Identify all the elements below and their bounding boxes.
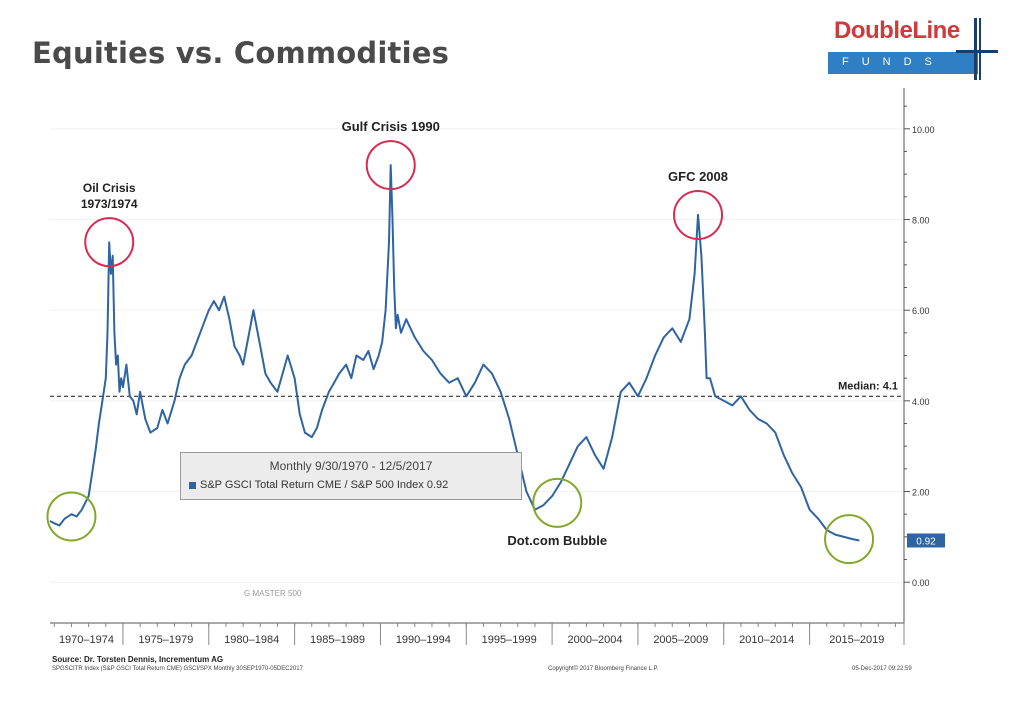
y-tick-label: 2.00 [912, 488, 930, 498]
x-tick-label: 1975–1979 [138, 634, 193, 646]
x-tick-label: 1990–1994 [396, 634, 451, 646]
median-label: Median: 4.1 [838, 380, 898, 392]
annotation-circle [673, 189, 724, 240]
logo-band [828, 52, 978, 74]
chart-legend: Monthly 9/30/1970 - 12/5/2017 S&P GSCI T… [180, 452, 522, 500]
footer-copyright: Copyright© 2017 Bloomberg Finance L.P. [548, 666, 659, 672]
footer-date: 05-Dec-2017 09:22:59 [852, 666, 912, 672]
last-value-label: 0.92 [916, 536, 936, 547]
x-tick-label: 2000–2004 [567, 634, 622, 646]
annotation-label: GFC 2008 [668, 169, 728, 184]
y-tick-label: 10.00 [912, 125, 935, 135]
annotation-circle [824, 514, 875, 565]
logo-bar-horizontal [956, 50, 998, 53]
logo-subtitle: FUNDS [842, 56, 945, 68]
legend-swatch [189, 481, 196, 489]
annotation-circle [46, 491, 97, 542]
logo-bar-vertical [974, 18, 977, 80]
y-tick-label: 0.00 [912, 578, 930, 588]
x-tick-label: 2015–2019 [829, 634, 884, 646]
last-value-box [907, 533, 945, 548]
y-tick-label: 8.00 [912, 215, 930, 225]
page-title: Equities vs. Commodities [32, 36, 450, 70]
last-value-badge: 0.92 [907, 533, 945, 548]
annotation-label: Gulf Crisis 1990 [342, 119, 440, 134]
legend-entry: S&P GSCI Total Return CME / S&P 500 Inde… [189, 479, 448, 491]
legend-title: Monthly 9/30/1970 - 12/5/2017 [269, 459, 433, 473]
x-tick-label: 2005–2009 [653, 634, 708, 646]
annotation-label: Dot.com Bubble [507, 533, 607, 548]
logo-bar-vertical-2 [979, 18, 981, 80]
annotation-circle [532, 477, 583, 528]
y-tick-label: 4.00 [912, 397, 930, 407]
x-tick-label: 1995–1999 [482, 634, 537, 646]
annotation-label: 1973/1974 [81, 197, 138, 211]
chart-watermark: G MASTER 500 [244, 589, 302, 598]
doubleline-logo: DoubleLine FUNDS [828, 14, 998, 80]
annotation-circle [84, 217, 135, 268]
legend-entry-label: S&P GSCI Total Return CME / S&P 500 Inde… [200, 479, 449, 491]
y-tick-label: 6.00 [912, 306, 930, 316]
annotation-label: Oil Crisis [83, 181, 136, 195]
footer-ticker-line: SPGSCITR Index (S&P GSCI Total Return CM… [52, 666, 303, 672]
x-tick-label: 1985–1989 [310, 634, 365, 646]
x-tick-label: 1970–1974 [59, 634, 114, 646]
annotation-circle [365, 140, 416, 191]
footer-source: Source: Dr. Torsten Dennis, Incrementum … [52, 655, 224, 664]
logo-wordmark: DoubleLine [834, 17, 960, 44]
series-line [49, 164, 860, 542]
x-tick-label: 2010–2014 [739, 634, 794, 646]
x-tick-label: 1980–1984 [224, 634, 279, 646]
